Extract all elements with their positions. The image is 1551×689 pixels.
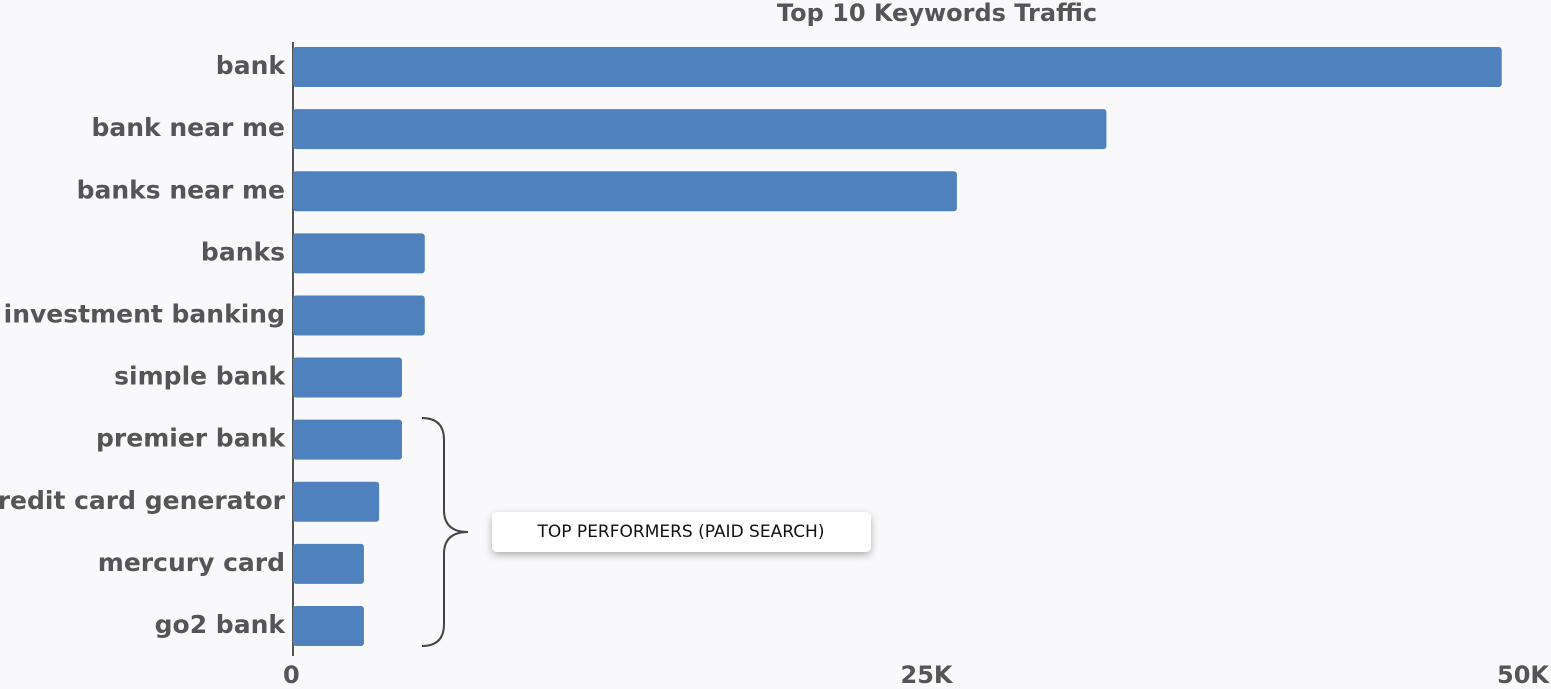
y-tick-label: mercury card bbox=[98, 548, 285, 577]
y-tick-label: credit card generator bbox=[0, 486, 286, 515]
bar bbox=[293, 295, 425, 336]
x-tick-label: 25K bbox=[901, 661, 954, 689]
chart-title: Top 10 Keywords Traffic bbox=[777, 0, 1097, 27]
y-tick-label: premier bank bbox=[96, 424, 286, 453]
bar bbox=[293, 419, 402, 460]
y-tick-label: investment banking bbox=[4, 299, 285, 328]
annotation: TOP PERFORMERS (PAID SEARCH) bbox=[537, 522, 825, 542]
x-tick-label: 50K bbox=[1497, 661, 1550, 689]
annotation-box bbox=[492, 512, 871, 552]
y-tick-label: bank near me bbox=[91, 113, 285, 142]
x-tick-label: 0 bbox=[283, 661, 300, 689]
bar bbox=[293, 605, 364, 646]
y-tick-label: banks bbox=[201, 237, 285, 266]
brace bbox=[421, 417, 469, 647]
bar bbox=[293, 233, 425, 274]
y-tick-label: banks near me bbox=[77, 175, 285, 204]
bar bbox=[293, 47, 1502, 88]
bar bbox=[293, 481, 380, 522]
bar bbox=[293, 109, 1107, 150]
bar bbox=[293, 543, 364, 584]
y-tick-label: bank bbox=[216, 51, 287, 80]
bar bbox=[293, 357, 402, 398]
y-tick-label: go2 bank bbox=[155, 610, 287, 639]
y-tick-label: simple bank bbox=[114, 362, 286, 391]
bar bbox=[293, 171, 957, 212]
